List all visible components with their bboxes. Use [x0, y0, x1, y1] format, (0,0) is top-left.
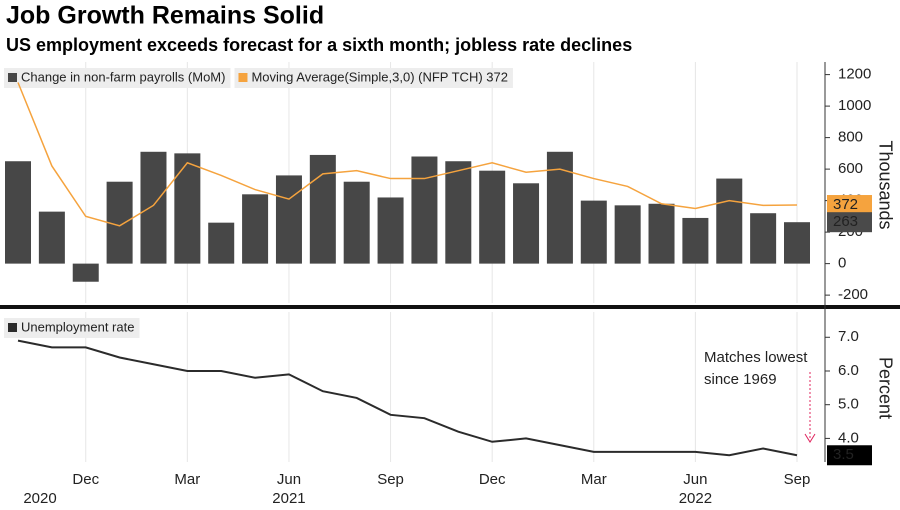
legend-label: Unemployment rate [21, 319, 134, 334]
x-tick-label: Jun [277, 471, 301, 488]
x-year-label: 2021 [272, 490, 305, 507]
bar [784, 222, 810, 264]
annotation: Matches lowest since 1969 [704, 349, 808, 388]
x-year-label: 2020 [23, 490, 56, 507]
y-tick-label: 4.0 [838, 429, 859, 446]
legend-swatch [8, 323, 17, 332]
bar [72, 263, 99, 282]
legend-bg [234, 68, 513, 88]
legend-swatch [238, 73, 248, 82]
x-tick-label: Sep [377, 471, 404, 488]
bar [242, 194, 269, 264]
y-tick-label: 1000 [838, 97, 871, 114]
y-axis-label: Percent [875, 357, 895, 419]
legend-bg [4, 318, 140, 338]
x-tick-label: Mar [581, 471, 607, 488]
bar [411, 156, 438, 264]
bar [682, 217, 709, 264]
bar [5, 161, 31, 264]
panel-divider [0, 305, 900, 309]
chart-title: Job Growth Remains Solid [6, 2, 324, 30]
x-tick-label: Jun [683, 471, 707, 488]
last-value-label: 3.5 [833, 446, 854, 463]
last-value-box [827, 195, 872, 216]
y-tick-label: 5.0 [838, 396, 859, 413]
y-tick-label: -200 [838, 286, 868, 303]
bar [377, 197, 404, 264]
bar [750, 213, 777, 264]
y-tick-label: 1200 [838, 66, 871, 83]
last-value-label: 263 [833, 213, 858, 230]
y-tick-label: 600 [838, 160, 863, 177]
legend-label: Change in non-farm payrolls (MoM) [21, 69, 225, 84]
bar [614, 205, 641, 264]
x-tick-label: Sep [784, 471, 811, 488]
bar [513, 183, 540, 264]
bar [309, 154, 336, 264]
line [17, 82, 798, 227]
legend-label: Moving Average(Simple,3,0) (NFP TCH) 372 [251, 69, 508, 84]
bar [174, 153, 201, 264]
bar [275, 175, 302, 264]
bar [479, 170, 506, 264]
y-tick-label: 7.0 [838, 328, 859, 345]
annotation-arrowhead [804, 433, 816, 443]
bar [140, 151, 167, 264]
bar [580, 200, 607, 264]
y-tick-label: 6.0 [838, 362, 859, 379]
x-tick-label: Dec [479, 471, 506, 488]
x-year-label: 2022 [679, 490, 712, 507]
last-value-label: 372 [833, 196, 858, 213]
y-tick-label: 0 [838, 255, 846, 272]
chart-subtitle: US employment exceeds forecast for a six… [6, 35, 632, 55]
bar [648, 203, 675, 264]
bar [38, 211, 65, 264]
legend-swatch [8, 73, 17, 82]
line [17, 339, 798, 457]
y-tick-label: 800 [838, 129, 863, 146]
bar [208, 222, 235, 264]
bar [445, 161, 472, 264]
x-tick-label: Dec [72, 471, 99, 488]
x-tick-label: Mar [174, 471, 200, 488]
y-axis-label: Thousands [875, 140, 895, 229]
legend-bg [4, 68, 231, 88]
bar [343, 181, 370, 264]
bar [716, 178, 743, 264]
last-value-box [827, 212, 872, 233]
last-value-box [827, 445, 872, 466]
